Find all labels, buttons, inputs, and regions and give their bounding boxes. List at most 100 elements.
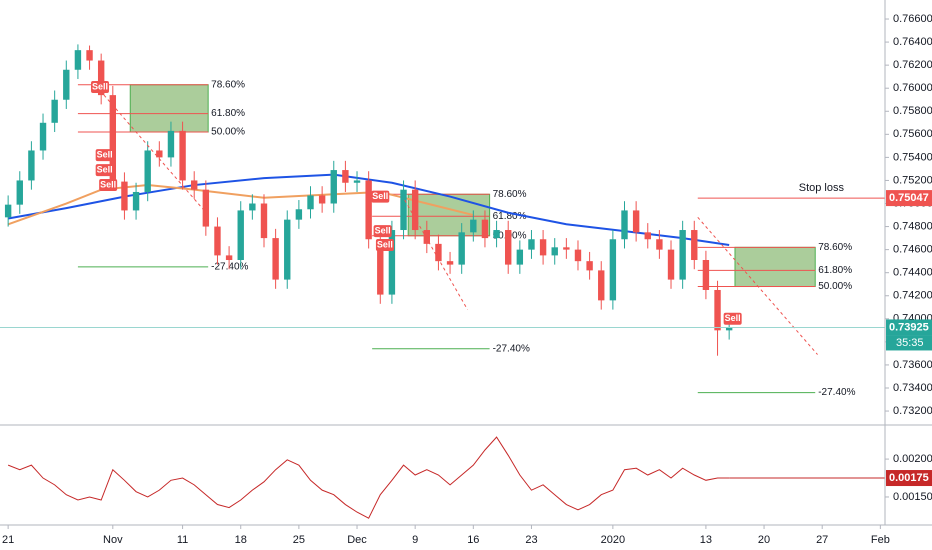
- candle-body: [202, 189, 210, 227]
- y-tick-label: 0.76600: [893, 13, 932, 25]
- sell-signal-label: Sell: [725, 313, 741, 323]
- sell-signal-label: Sell: [100, 179, 116, 189]
- candle-body: [493, 230, 500, 239]
- x-tick-label: 20: [758, 534, 770, 546]
- candle-body: [400, 189, 407, 231]
- countdown-label: 35:35: [896, 337, 924, 349]
- indicator-tag-label: 0.00175: [889, 472, 929, 484]
- candle-body: [505, 230, 512, 265]
- candle-body: [225, 255, 233, 261]
- x-tick-label: 11: [177, 534, 188, 546]
- fib-label: 50.00%: [818, 281, 852, 292]
- y-tick-label: 0.75400: [893, 151, 932, 163]
- sell-signal-label: Sell: [372, 191, 388, 201]
- candle-body: [97, 60, 105, 96]
- candle-body: [51, 99, 58, 123]
- stop-loss-label: Stop loss: [799, 182, 845, 194]
- stop-loss-tag-label: 0.75047: [889, 192, 929, 204]
- candle-body: [132, 191, 140, 211]
- fib-label: 78.60%: [211, 79, 245, 90]
- candle-body: [423, 230, 430, 244]
- candle-body: [121, 181, 128, 211]
- candle-body: [632, 210, 640, 233]
- y-tick-label: 0.75800: [893, 105, 932, 117]
- candle-body: [598, 270, 605, 301]
- sell-signal-label: Sell: [97, 149, 113, 159]
- candle-body: [388, 230, 396, 295]
- sell-signal: [91, 81, 110, 94]
- candle-body: [609, 239, 617, 301]
- y-tick-label: 0.75600: [893, 128, 932, 140]
- candle-body: [295, 209, 303, 220]
- current-price-label: 0.73925: [889, 321, 929, 333]
- x-tick-label: 25: [293, 534, 305, 546]
- y-tick-label: 0.75200: [893, 174, 932, 186]
- fib-label: 61.80%: [493, 211, 527, 222]
- sell-signal: [95, 149, 114, 162]
- x-tick-label: 9: [412, 534, 418, 546]
- candle-body: [86, 50, 93, 61]
- candle-body: [63, 69, 70, 100]
- candle-body: [74, 50, 82, 70]
- indicator-tick-label: 0.00200: [893, 453, 932, 465]
- y-tick-label: 0.74800: [893, 220, 932, 232]
- candle-body: [330, 170, 337, 204]
- x-tick-label: Nov: [103, 534, 123, 546]
- fib-label: 78.60%: [818, 242, 852, 253]
- sell-signal: [375, 239, 394, 252]
- candle-body: [144, 150, 151, 192]
- y-tick-label: 0.76000: [893, 82, 932, 94]
- fib-label: -27.40%: [493, 343, 530, 354]
- sell-signal: [371, 190, 390, 203]
- fib-label: -27.40%: [211, 262, 248, 273]
- candle-body: [249, 203, 256, 211]
- x-tick-label: 18: [235, 534, 247, 546]
- candle-body: [702, 260, 710, 290]
- y-tick-label: 0.74600: [893, 244, 932, 256]
- candle-body: [272, 238, 279, 280]
- current-price-tag: [886, 319, 932, 336]
- indicator-line: [7, 436, 730, 519]
- fib-label: 61.80%: [818, 265, 852, 276]
- candle-body: [586, 261, 593, 271]
- candle-body: [179, 130, 186, 181]
- fib-label: 61.80%: [211, 108, 245, 119]
- countdown-tag: [886, 335, 932, 351]
- y-tick-label: 0.76400: [893, 36, 932, 48]
- candle-body: [377, 239, 384, 295]
- x-tick-label: 16: [467, 534, 479, 546]
- candle-body: [4, 204, 12, 218]
- candle-body: [342, 170, 349, 183]
- x-tick-label: 13: [700, 534, 712, 546]
- candle-body: [353, 180, 361, 183]
- trendline: [697, 217, 818, 355]
- stop-loss-tag: [886, 190, 932, 207]
- candle-body: [458, 232, 465, 265]
- candle-body: [528, 239, 535, 250]
- candle-body: [237, 210, 244, 261]
- y-tick-label: 0.74400: [893, 267, 932, 279]
- candle-body: [691, 230, 698, 261]
- candle-body: [679, 230, 686, 280]
- candle-body: [435, 243, 442, 262]
- y-tick-label: 0.74200: [893, 290, 932, 302]
- candle-body: [156, 150, 163, 158]
- candle-body: [563, 247, 570, 250]
- sell-signal: [99, 179, 118, 192]
- candle-body: [318, 195, 326, 204]
- y-tick-label: 0.73400: [893, 382, 932, 394]
- fib-zone: [734, 246, 816, 288]
- sell-signal: [373, 225, 392, 238]
- sell-signal-label: Sell: [377, 239, 393, 249]
- x-tick-label: 23: [525, 534, 537, 546]
- candle-body: [307, 195, 314, 210]
- candle-body: [551, 247, 558, 256]
- candle-body: [725, 327, 733, 331]
- sell-signal-label: Sell: [97, 164, 113, 174]
- candle-body: [539, 239, 547, 256]
- candle-body: [167, 130, 175, 158]
- indicator-pane: [7, 436, 885, 519]
- candle-body: [481, 219, 489, 239]
